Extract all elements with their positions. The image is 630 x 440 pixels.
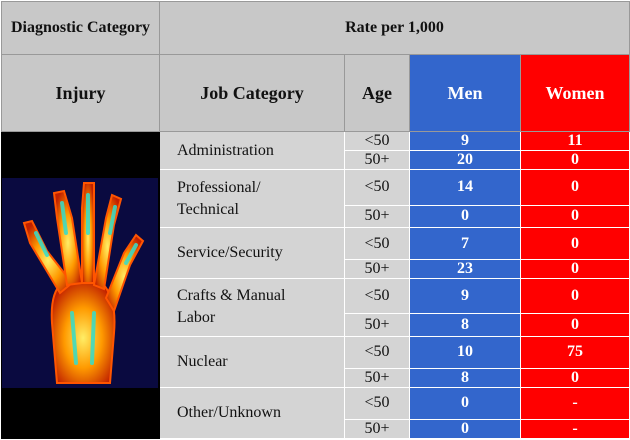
header-cell: Age <box>344 54 410 132</box>
age-cell: <50 <box>344 227 410 260</box>
men-cell: 0 <box>409 386 521 420</box>
data-row: Other/Unknown <50 0- <box>2 386 630 440</box>
xray-hand-image <box>2 132 158 433</box>
header-cell: Injury <box>1 54 160 132</box>
job-label: Professional/ Technical <box>177 178 261 218</box>
data-row: Crafts & Manual Labor <50 9 0 <box>2 277 630 337</box>
data-row: 50+ 8 0 <box>2 367 630 388</box>
men-cell: 8 <box>409 367 521 388</box>
women-cell: - <box>519 418 630 440</box>
job-cell: Crafts & Manual Labor <box>159 278 345 337</box>
women-cell: 0 <box>519 367 630 388</box>
men-cell: 14 <box>409 169 521 206</box>
age-cell: <50 <box>344 130 410 152</box>
age-cell: 50+ <box>344 204 410 229</box>
age-cell: <50 <box>344 277 410 315</box>
women-cell: 0 <box>519 258 630 280</box>
header-cell: Rate per 1,000 <box>158 1 630 55</box>
job-label: Service/Security <box>177 244 283 262</box>
age-cell: <50 <box>344 169 410 206</box>
women-cell: 0 <box>519 204 630 229</box>
header-row: Diagnostic Category Rate per 1,000 <box>1 1 630 55</box>
data-row: Professional/ Technical <50 14 0 <box>2 169 630 229</box>
data-row: 50+ 23 0 <box>2 258 630 280</box>
women-cell: 0 <box>519 227 630 260</box>
women-cell: 0 <box>519 313 630 337</box>
men-cell: 23 <box>409 258 521 280</box>
data-row: Service/Security <50 7 0 <box>2 227 630 279</box>
data-row: Administration <50 9 11 <box>1 130 630 439</box>
age-cell: <50 <box>344 335 410 369</box>
data-row: 50+ 0 0 <box>2 204 630 229</box>
job-label: Administration <box>177 141 274 159</box>
men-cell: 7 <box>409 227 521 260</box>
women-cell: 75 <box>519 335 630 369</box>
header-cell: Men <box>409 54 521 132</box>
job-cell: Professional/ Technical <box>159 169 345 229</box>
header-row: Injury Job Category Age Men Women <box>1 54 630 132</box>
men-cell: 20 <box>409 150 521 171</box>
women-cell: 0 <box>519 169 630 206</box>
age-cell: <50 <box>344 386 410 420</box>
job-cell: Administration <box>159 130 345 171</box>
men-cell: 9 <box>409 130 521 152</box>
age-cell: 50+ <box>344 258 410 280</box>
women-cell: 11 <box>519 130 630 152</box>
men-cell: 9 <box>409 277 521 315</box>
job-cell: Other/Unknown <box>159 386 345 440</box>
women-cell: 0 <box>519 277 630 315</box>
men-cell: 0 <box>409 418 521 440</box>
men-cell: 0 <box>409 204 521 229</box>
age-cell: 50+ <box>344 313 410 337</box>
header-cell: Diagnostic Category <box>1 1 160 55</box>
women-cell: - <box>519 386 630 420</box>
age-cell: 50+ <box>344 150 410 171</box>
men-cell: 10 <box>409 335 521 369</box>
job-label: Other/Unknown <box>177 403 281 421</box>
data-row: 50+ 8 0 <box>2 313 630 337</box>
data-row: 50+ 20 0 <box>2 150 630 171</box>
job-label: Nuclear <box>177 352 228 370</box>
job-label: Crafts & Manual Labor <box>177 287 286 327</box>
age-cell: 50+ <box>344 418 410 440</box>
men-cell: 8 <box>409 313 521 337</box>
header-cell: Job Category <box>159 54 345 132</box>
data-row: 50+ 0- <box>2 418 630 440</box>
job-cell: Nuclear <box>159 335 345 388</box>
age-cell: 50+ <box>344 367 410 388</box>
header-cell: Women <box>519 54 630 132</box>
image-cell <box>1 131 160 439</box>
women-cell: 0 <box>519 150 630 171</box>
job-cell: Service/Security <box>159 227 345 279</box>
